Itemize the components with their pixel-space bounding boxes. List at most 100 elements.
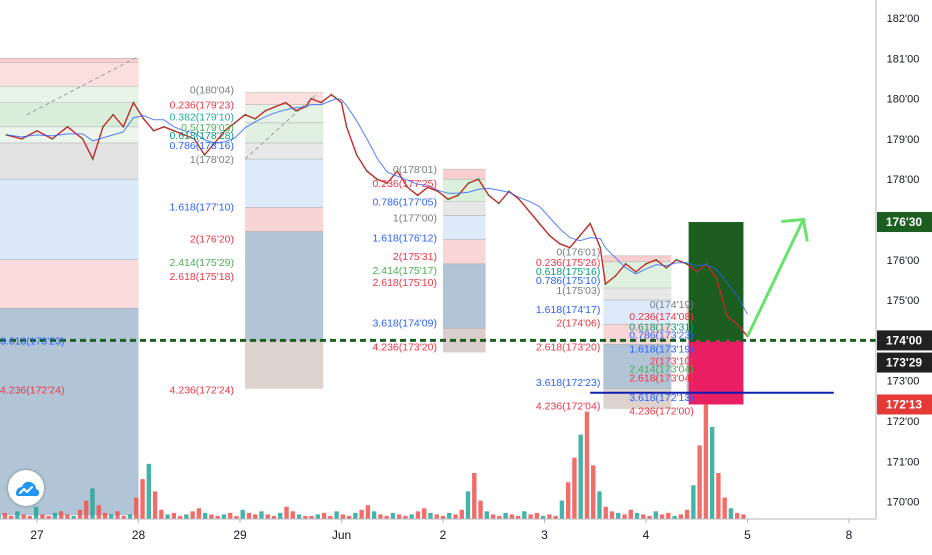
volume-bar bbox=[2, 512, 8, 519]
price-point bbox=[355, 154, 358, 156]
price-point bbox=[213, 142, 216, 144]
price-point bbox=[330, 93, 333, 96]
volume-bar bbox=[246, 512, 252, 519]
volume-bar bbox=[102, 512, 108, 519]
volume-bar bbox=[33, 506, 39, 519]
fib-label: 1.618(174'17) bbox=[536, 304, 600, 316]
price-axis-tick: 172'00 bbox=[887, 416, 920, 428]
volume-bar bbox=[278, 512, 283, 519]
price-point bbox=[193, 138, 196, 140]
fib-band bbox=[603, 288, 672, 301]
volume-bar bbox=[616, 512, 621, 519]
cloud-icon bbox=[16, 481, 39, 496]
volume-bar bbox=[209, 514, 214, 519]
volume-bar bbox=[315, 514, 320, 519]
volume-bar bbox=[184, 514, 189, 519]
price-point bbox=[538, 222, 541, 225]
volume-bar bbox=[641, 514, 646, 519]
long-position-stop-zone[interactable] bbox=[688, 340, 744, 405]
volume-bar bbox=[478, 500, 483, 519]
volume-bar bbox=[634, 512, 640, 519]
volume-bar bbox=[159, 509, 164, 519]
volume-bar bbox=[109, 514, 114, 519]
volume-bar bbox=[628, 509, 633, 519]
price-point bbox=[132, 101, 135, 104]
fib-trend-line bbox=[244, 94, 317, 160]
fib-band bbox=[443, 169, 486, 180]
price-point bbox=[36, 129, 38, 132]
price-point bbox=[340, 101, 343, 104]
fib-band bbox=[603, 300, 672, 325]
fib-label: 1(177'00) bbox=[393, 212, 437, 224]
price-point bbox=[604, 283, 607, 285]
price-point bbox=[579, 234, 581, 237]
tradingview-cloud-icon[interactable] bbox=[8, 470, 44, 506]
volume-bar bbox=[409, 514, 414, 519]
price-point bbox=[162, 125, 165, 128]
fib-band bbox=[603, 255, 672, 262]
volume-bar bbox=[46, 515, 51, 519]
volume-bar bbox=[303, 515, 308, 519]
volume-bar bbox=[234, 515, 239, 519]
price-point bbox=[568, 246, 571, 249]
price-point bbox=[173, 129, 175, 132]
volume-bar bbox=[384, 515, 389, 519]
fib-band bbox=[0, 179, 139, 260]
price-point bbox=[203, 154, 206, 156]
price-point bbox=[244, 113, 246, 116]
fib-label: 0(174'19) bbox=[650, 299, 694, 311]
volume-bar bbox=[678, 514, 684, 519]
fib-label: 3.618(174'09) bbox=[372, 317, 436, 329]
price-point bbox=[477, 178, 480, 181]
time-axis-label: 29 bbox=[233, 528, 247, 542]
fib-label: 2(176'20) bbox=[190, 233, 234, 245]
time-axis-label: 3 bbox=[541, 528, 548, 542]
fib-label: 2.618(175'18) bbox=[169, 271, 233, 283]
volume-bar bbox=[227, 512, 233, 519]
volume-bar bbox=[290, 511, 295, 519]
volume-bar bbox=[515, 515, 521, 519]
price-point bbox=[508, 190, 510, 193]
volume-bar bbox=[684, 509, 690, 519]
fib-label: 0(180'04) bbox=[190, 85, 234, 97]
volume-bar bbox=[422, 508, 427, 519]
fib-band bbox=[245, 92, 324, 105]
price-axis-tick: 176'00 bbox=[887, 255, 920, 267]
price-tag-background bbox=[877, 394, 932, 415]
volume-bar bbox=[0, 514, 1, 519]
volume-bar bbox=[672, 515, 677, 519]
volume-bar bbox=[71, 515, 76, 519]
price-point bbox=[716, 279, 718, 281]
price-point bbox=[66, 125, 69, 128]
volume-bar bbox=[741, 514, 746, 519]
projection-arrow[interactable] bbox=[746, 218, 805, 338]
price-point bbox=[726, 315, 729, 318]
fib-label: 2(175'31) bbox=[393, 251, 437, 263]
volume-bar bbox=[703, 404, 709, 519]
time-axis-label: 27 bbox=[30, 528, 44, 542]
volume-bar bbox=[440, 515, 446, 519]
fib-band bbox=[443, 201, 486, 216]
price-tag-label: 174'00 bbox=[886, 333, 923, 347]
volume-bar bbox=[196, 508, 202, 519]
fib-band bbox=[603, 388, 672, 409]
fib-label: 1.618(176'12) bbox=[372, 233, 436, 245]
volume-bar bbox=[415, 511, 421, 519]
volume-bar bbox=[434, 514, 439, 519]
price-point bbox=[20, 138, 23, 140]
fib-label: 3.618(172'13) bbox=[629, 392, 693, 404]
volume-bar bbox=[359, 509, 364, 519]
volume-bar bbox=[177, 515, 183, 519]
long-position-target-zone[interactable] bbox=[688, 222, 744, 341]
price-tag-background bbox=[877, 352, 932, 373]
price-point bbox=[254, 117, 257, 120]
price-axis-tick: 182'00 bbox=[887, 13, 920, 25]
fib-label: 0.5(179'03) bbox=[181, 122, 234, 134]
price-tag-background bbox=[877, 212, 932, 233]
volume-bar bbox=[253, 514, 258, 519]
fib-band bbox=[0, 62, 139, 87]
price-point bbox=[386, 182, 389, 185]
fib-label: 0.236(174'08) bbox=[629, 311, 693, 323]
